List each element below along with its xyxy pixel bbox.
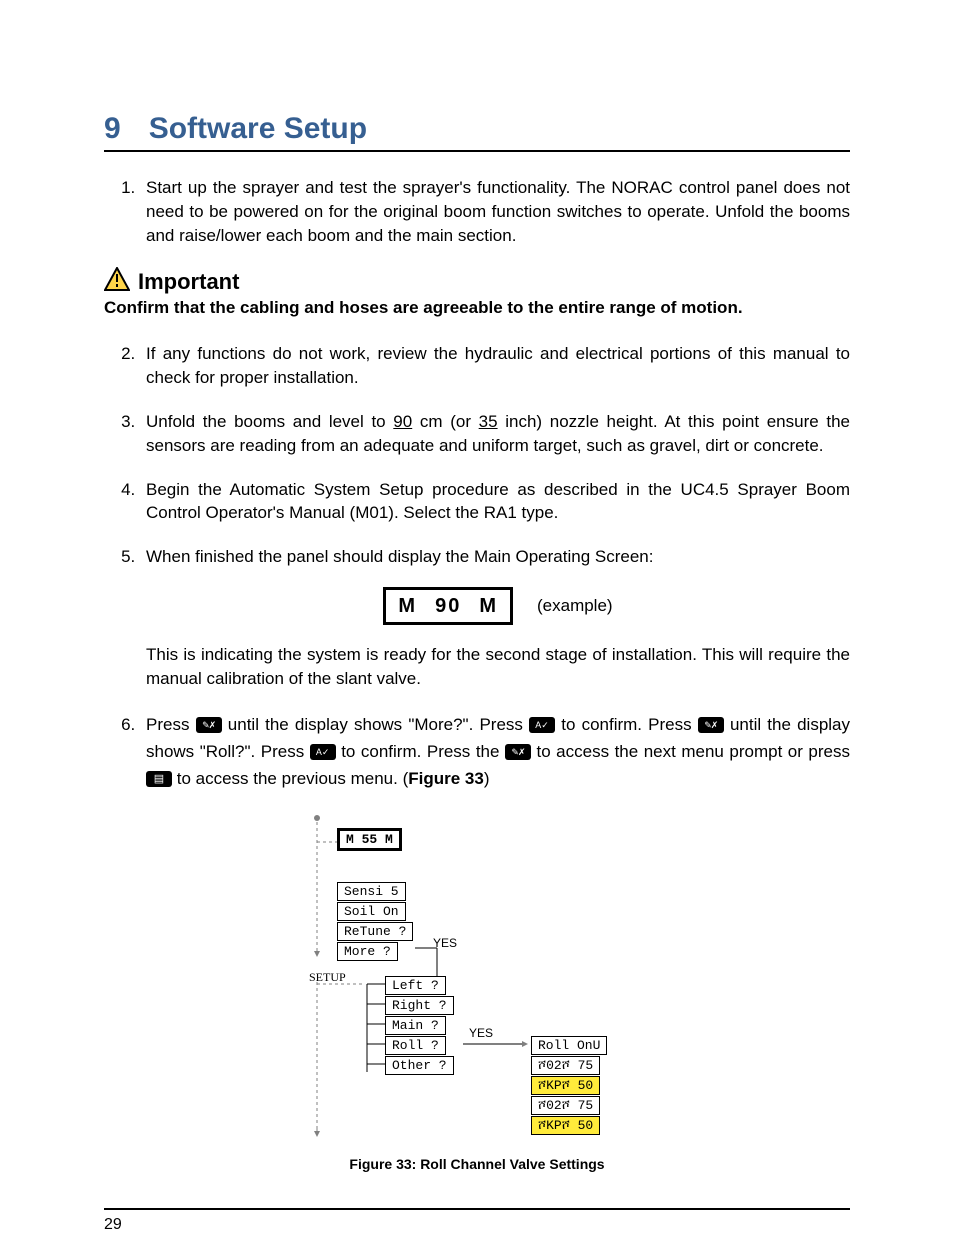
pencil-x-icon-3 xyxy=(505,744,531,760)
page-number: 29 xyxy=(104,1216,850,1234)
figure-caption: Figure 33: Roll Channel Valve Settings xyxy=(104,1156,850,1172)
pencil-x-icon xyxy=(196,717,222,733)
step-5-text: When finished the panel should display t… xyxy=(146,547,653,566)
step-6: Press until the display shows "More?". P… xyxy=(140,711,850,793)
lcd-display: M 90 M xyxy=(383,587,513,625)
step-6-a: Press xyxy=(146,715,196,734)
pencil-x-icon-2 xyxy=(698,717,724,733)
diagram-col1-2: ReTune ? xyxy=(337,922,413,941)
lcd-center: 90 xyxy=(435,592,461,620)
diagram-top-node: M 55 M xyxy=(337,828,402,851)
step-6-e: to confirm. Press the xyxy=(336,742,505,761)
diagram-col1-3: More ? xyxy=(337,942,398,961)
diagram-col3-0: Roll OnU xyxy=(531,1036,607,1055)
section-number: 9 xyxy=(104,112,121,146)
diagram-col2-3: Roll ? xyxy=(385,1036,446,1055)
step-2: If any functions do not work, review the… xyxy=(140,342,850,390)
important-text: Confirm that the cabling and hoses are a… xyxy=(104,298,850,318)
diagram-col2-2: Main ? xyxy=(385,1016,446,1035)
section-title: Software Setup xyxy=(149,112,367,146)
warning-icon xyxy=(104,267,130,296)
step-6-h: ) xyxy=(484,769,490,788)
step-6-g: to access the previous menu. ( xyxy=(172,769,408,788)
a-check-icon-2 xyxy=(310,744,336,760)
diagram-setup-label: SETUP xyxy=(309,970,346,985)
step-6-c: to confirm. Press xyxy=(555,715,698,734)
menu-diagram: M 55 M Sensi 5 Soil On ReTune ? More ? Y… xyxy=(307,812,647,1142)
step-6-figref: Figure 33 xyxy=(408,769,484,788)
diagram-col1-1: Soil On xyxy=(337,902,406,921)
diagram-col3-4: ሾKPሾ 50 xyxy=(531,1116,600,1135)
step-6-b: until the display shows "More?". Press xyxy=(222,715,529,734)
diagram-col3-2: ሾKPሾ 50 xyxy=(531,1076,600,1095)
step-3-height-cm: 90 xyxy=(393,412,412,431)
footer-rule xyxy=(104,1208,850,1210)
step-list-cont: If any functions do not work, review the… xyxy=(104,342,850,792)
important-callout: Important xyxy=(104,267,850,296)
step-list: Start up the sprayer and test the spraye… xyxy=(104,176,850,247)
diagram-col1-0: Sensi 5 xyxy=(337,882,406,901)
heading-rule xyxy=(104,150,850,152)
diagram-yes2: YES xyxy=(469,1026,493,1040)
step-1: Start up the sprayer and test the spraye… xyxy=(140,176,850,247)
diagram-col3-1: ሾ02ሾ 75 xyxy=(531,1056,600,1075)
step-3: Unfold the booms and level to 90 cm (or … xyxy=(140,410,850,458)
step-5-para: This is indicating the system is ready f… xyxy=(146,643,850,691)
important-label: Important xyxy=(138,269,239,295)
menu-icon xyxy=(146,771,172,787)
diagram-col2-4: Other ? xyxy=(385,1056,454,1075)
step-6-f: to access the next menu prompt or press xyxy=(531,742,850,761)
step-3-text-b: cm (or xyxy=(412,412,478,431)
a-check-icon xyxy=(529,717,555,733)
lcd-left: M xyxy=(398,592,417,620)
step-3-text-a: Unfold the booms and level to xyxy=(146,412,393,431)
lcd-example-label: (example) xyxy=(537,594,613,618)
diagram-col3-3: ሾ02ሾ 75 xyxy=(531,1096,600,1115)
diagram-yes1: YES xyxy=(433,936,457,950)
diagram-col2-1: Right ? xyxy=(385,996,454,1015)
diagram-col2-0: Left ? xyxy=(385,976,446,995)
step-4: Begin the Automatic System Setup procedu… xyxy=(140,478,850,526)
step-5: When finished the panel should display t… xyxy=(140,545,850,690)
section-heading: 9 Software Setup xyxy=(104,112,850,146)
lcd-right: M xyxy=(479,592,498,620)
step-3-height-in: 35 xyxy=(479,412,498,431)
